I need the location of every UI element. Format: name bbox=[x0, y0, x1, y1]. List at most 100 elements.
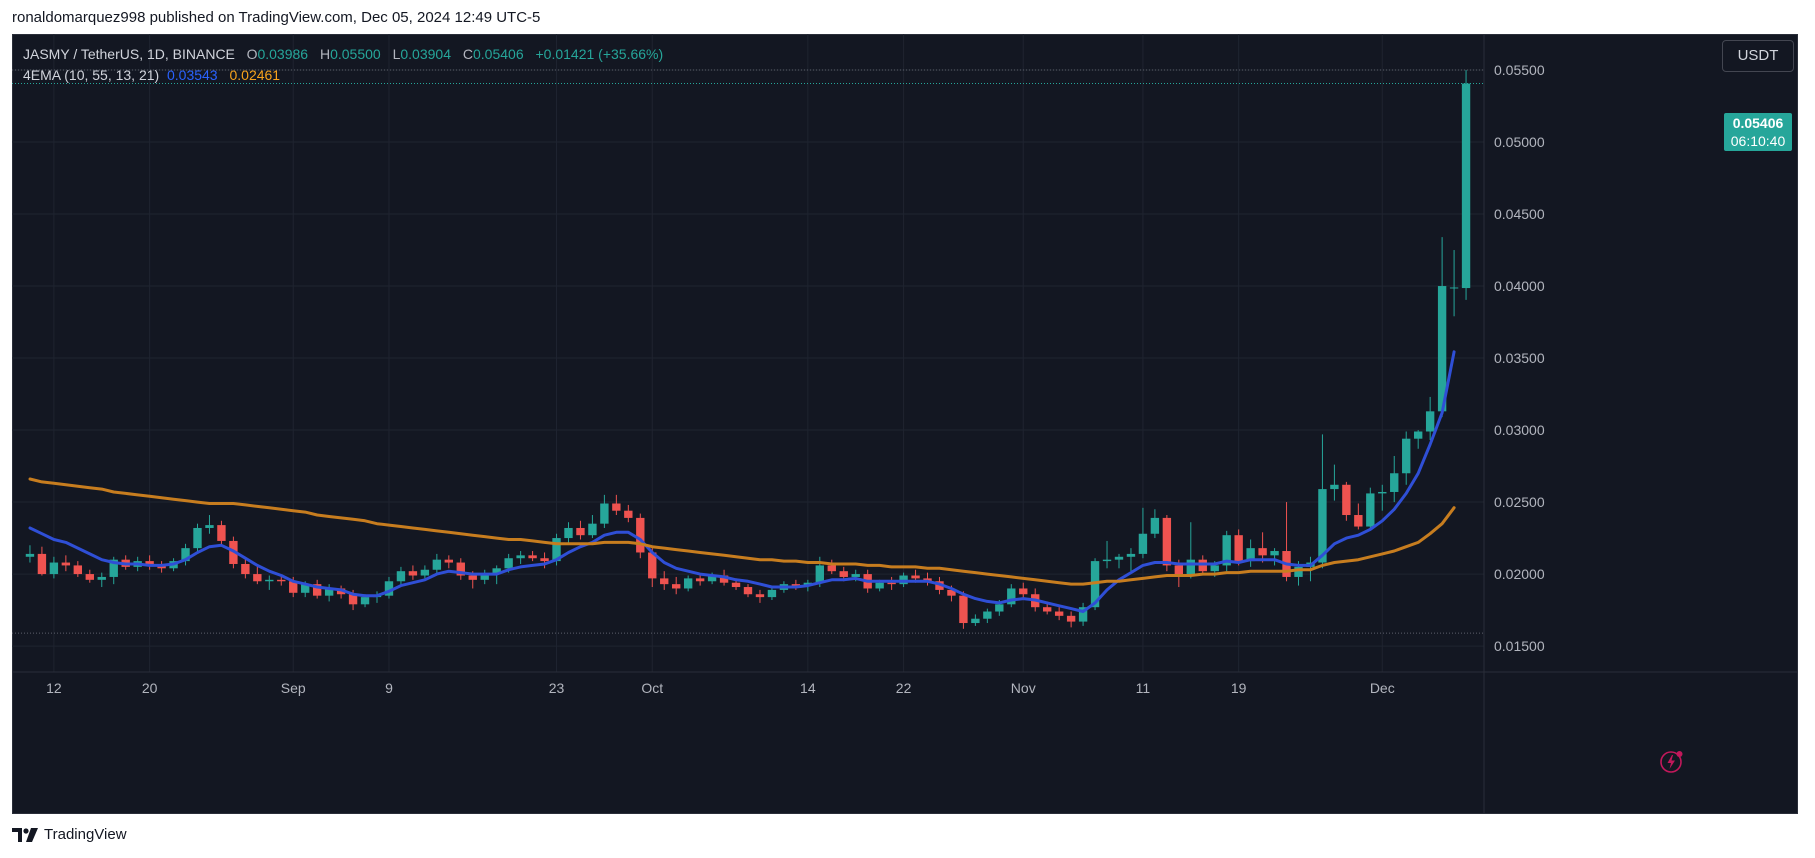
candle-body bbox=[624, 510, 633, 518]
candle-body bbox=[1437, 286, 1447, 412]
candle bbox=[528, 551, 537, 562]
candle-body bbox=[85, 574, 94, 580]
candle-body bbox=[791, 584, 801, 586]
candle-body bbox=[875, 582, 884, 589]
candle bbox=[564, 522, 573, 544]
candle bbox=[683, 575, 693, 592]
candle-body bbox=[1258, 548, 1267, 556]
candle-body bbox=[396, 571, 406, 582]
candle-body bbox=[301, 584, 310, 593]
candle-body bbox=[1019, 588, 1028, 595]
candle bbox=[1114, 553, 1124, 569]
candle-body bbox=[1318, 489, 1327, 563]
candle bbox=[1258, 532, 1267, 563]
ema-fast-line bbox=[28, 350, 1456, 613]
candle bbox=[1437, 237, 1447, 418]
chart-legend: JASMY / TetherUS, 1D, BINANCE O0.03986 H… bbox=[23, 44, 671, 86]
candle-body bbox=[1461, 83, 1471, 289]
candle bbox=[516, 551, 525, 564]
candle bbox=[827, 559, 836, 575]
candle bbox=[1234, 529, 1243, 566]
candle bbox=[205, 515, 214, 534]
candle bbox=[1246, 539, 1255, 567]
candle-body bbox=[516, 555, 525, 559]
candle-body bbox=[971, 618, 980, 624]
candle-body bbox=[193, 527, 202, 549]
candle bbox=[61, 555, 71, 572]
candle-body bbox=[109, 559, 118, 577]
candle-body bbox=[959, 595, 968, 624]
candle-body bbox=[1054, 611, 1064, 616]
candle-body bbox=[995, 604, 1004, 612]
candle bbox=[193, 523, 202, 552]
candle-body bbox=[1425, 411, 1435, 432]
candle-body bbox=[289, 581, 298, 593]
candle bbox=[983, 608, 992, 624]
candle bbox=[1342, 481, 1351, 521]
close-value: 0.05406 bbox=[473, 46, 524, 62]
candle bbox=[1425, 396, 1435, 441]
candle-body bbox=[1342, 484, 1351, 516]
y-tick-label: 0.02500 bbox=[1494, 494, 1545, 510]
candle bbox=[49, 556, 59, 579]
candle bbox=[37, 546, 47, 576]
candle bbox=[1066, 611, 1076, 628]
candle bbox=[1402, 431, 1411, 485]
candle-body bbox=[1186, 559, 1195, 576]
candle-body bbox=[73, 565, 83, 575]
candle bbox=[277, 575, 286, 586]
candle-body bbox=[312, 584, 322, 596]
candle-body bbox=[731, 582, 741, 588]
candle-body bbox=[432, 559, 442, 570]
close-label: C bbox=[462, 46, 473, 62]
candle bbox=[97, 572, 106, 588]
open-label: O bbox=[246, 46, 258, 62]
symbol-label[interactable]: JASMY / TetherUS, 1D, BINANCE bbox=[23, 46, 235, 62]
candle-body bbox=[1174, 565, 1184, 576]
tradingview-logo-icon bbox=[12, 827, 38, 842]
candle-body bbox=[719, 575, 729, 583]
last-price-value: 0.05406 bbox=[1732, 115, 1784, 131]
candlestick-chart[interactable]: 0.01500 0.02000 0.02500 0.03000 0.03500 0.040… bbox=[12, 34, 1798, 814]
candle-body bbox=[1366, 493, 1375, 527]
ema-slow-value: 0.02461 bbox=[229, 67, 281, 83]
candle bbox=[1378, 484, 1387, 511]
candle-body bbox=[1402, 438, 1411, 474]
low-label: L bbox=[392, 46, 401, 62]
lightning-icon[interactable] bbox=[1659, 748, 1685, 774]
candle-body bbox=[1378, 491, 1387, 494]
footer-brand[interactable]: TradingView bbox=[44, 826, 127, 843]
candle-body bbox=[1007, 588, 1016, 605]
candle-body bbox=[145, 561, 154, 566]
candle-body bbox=[1150, 517, 1160, 534]
candle-body bbox=[552, 538, 561, 562]
candle-body bbox=[456, 562, 465, 576]
candle bbox=[432, 553, 442, 575]
x-tick-label: 20 bbox=[142, 680, 158, 696]
candle-body bbox=[241, 563, 250, 575]
candle-body bbox=[683, 578, 693, 589]
candle-body bbox=[348, 594, 358, 605]
x-tick-label: 9 bbox=[385, 680, 393, 696]
candle bbox=[1366, 487, 1375, 531]
candle-body bbox=[612, 503, 621, 511]
candle-body bbox=[97, 576, 106, 580]
y-tick-label: 0.05000 bbox=[1494, 134, 1545, 150]
currency-button[interactable]: USDT bbox=[1722, 40, 1794, 72]
candle-body bbox=[1246, 548, 1255, 562]
candle bbox=[743, 584, 753, 598]
candle bbox=[540, 552, 549, 569]
candle-body bbox=[504, 558, 513, 569]
candle-body bbox=[707, 575, 717, 582]
candle-body bbox=[181, 548, 190, 562]
candle bbox=[1354, 503, 1363, 530]
change-value: +0.01421 (+35.66%) bbox=[535, 46, 664, 62]
indicator-label[interactable]: 4EMA (10, 55, 13, 21) bbox=[23, 67, 160, 83]
candle bbox=[1413, 430, 1423, 449]
candle-body bbox=[324, 588, 334, 596]
candle-body bbox=[600, 503, 609, 524]
candle bbox=[887, 576, 896, 590]
candle-body bbox=[468, 575, 477, 580]
ema-slow-line bbox=[28, 477, 1456, 586]
candle-body bbox=[1294, 566, 1303, 577]
